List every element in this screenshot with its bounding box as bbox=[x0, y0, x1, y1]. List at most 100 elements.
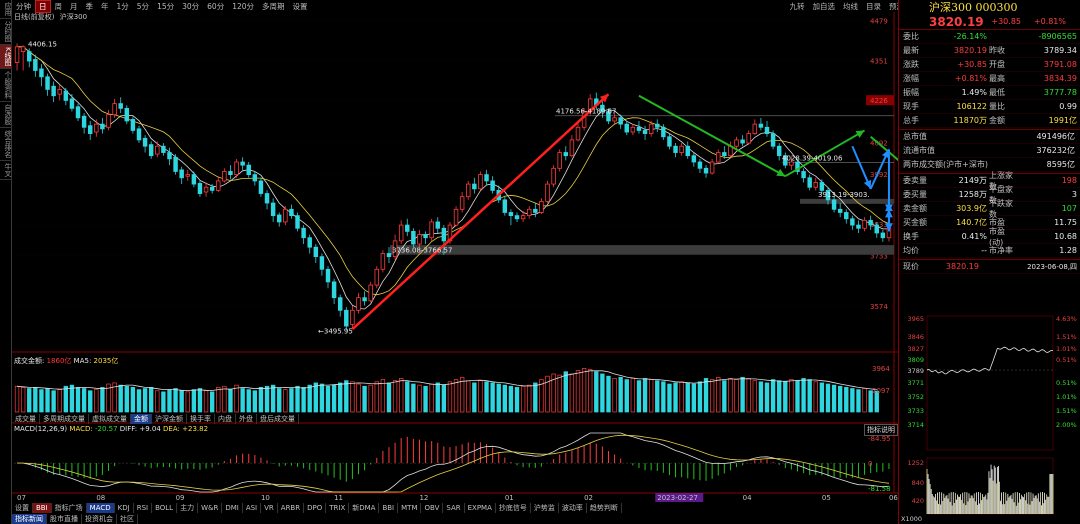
sidebar-tab-4[interactable]: 自选股 bbox=[0, 102, 12, 128]
volume-tab-7[interactable]: 外盘 bbox=[236, 414, 257, 424]
toolbar-right-4[interactable]: 预测 bbox=[889, 1, 904, 11]
volume-bar bbox=[161, 391, 166, 413]
intraday-mini-chart[interactable]: 3965 3846 3827 3809 3789 3771 3752 3733 3714 1252… bbox=[899, 310, 1080, 524]
candle bbox=[758, 123, 764, 128]
indicator-tab-7[interactable]: 主力 bbox=[177, 503, 199, 513]
volume-bar bbox=[594, 371, 599, 413]
candle bbox=[575, 126, 581, 141]
indicator-tab-9[interactable]: DMI bbox=[222, 503, 243, 513]
volume-bar bbox=[697, 381, 703, 413]
indicator-tab-5[interactable]: RSI bbox=[134, 503, 153, 513]
indicator-tab-3[interactable]: MACD bbox=[86, 503, 115, 513]
status-tab-3[interactable]: 社区 bbox=[117, 514, 138, 524]
period-tab-8[interactable]: 15分 bbox=[157, 1, 175, 11]
time-highlight bbox=[655, 493, 704, 502]
indicator-tab-23[interactable]: 波动率 bbox=[559, 503, 587, 513]
indicator-tab-15[interactable]: 新DMA bbox=[349, 503, 380, 513]
period-tab-3[interactable]: 月 bbox=[70, 1, 78, 11]
market-row-2-value: 8595亿 bbox=[1046, 160, 1075, 169]
period-tab-1[interactable]: 日 bbox=[35, 0, 51, 13]
sidebar-tab-3[interactable]: 个股资料 bbox=[0, 69, 12, 102]
volume-tab-2[interactable]: 虚拟成交量 bbox=[89, 414, 131, 424]
candle bbox=[545, 183, 550, 202]
period-tab-4[interactable]: 季 bbox=[85, 1, 94, 11]
volume-tab-6[interactable]: 内盘 bbox=[215, 414, 236, 424]
mini-right-axis-label: 1.01% bbox=[1056, 345, 1077, 353]
volume-tab-8[interactable]: 盘后成交量 bbox=[257, 414, 299, 424]
mini-left-axis-label: 3733 bbox=[907, 407, 924, 415]
indicator-tab-21[interactable]: 抄底信号 bbox=[496, 503, 531, 513]
volume-tab-5[interactable]: 换手率 bbox=[187, 414, 215, 424]
volume-tab-0[interactable]: 成交量 bbox=[12, 414, 40, 424]
indicator-tab-2[interactable]: 指标广场 bbox=[52, 503, 87, 513]
indicator-tab-0[interactable]: 设置 bbox=[12, 503, 33, 513]
indicator-tab-19[interactable]: SAR bbox=[443, 503, 465, 513]
sidebar-tab-0[interactable]: 应用 bbox=[0, 0, 12, 19]
indicator-tab-10[interactable]: ASI bbox=[243, 503, 262, 513]
quote-row-5-label2: 量比 bbox=[989, 102, 1005, 111]
volume-bar bbox=[874, 390, 879, 413]
sidebar-tab-1[interactable]: 分时图 bbox=[0, 19, 12, 45]
mini-right-axis-label: 1.51% bbox=[1056, 333, 1077, 341]
volume-tab-4[interactable]: 沪深金额 bbox=[152, 414, 187, 424]
indicator-tab-17[interactable]: MTM bbox=[398, 503, 422, 513]
indicator-tab-4[interactable]: KDJ bbox=[115, 503, 134, 513]
volume-bar bbox=[167, 389, 172, 413]
mini-left-axis-label: 1252 bbox=[907, 459, 924, 467]
period-tab-2[interactable]: 周 bbox=[54, 1, 63, 11]
volume-bar bbox=[441, 384, 447, 413]
volume-tab-3[interactable]: 金额 bbox=[131, 414, 152, 424]
candle bbox=[612, 117, 617, 122]
candle bbox=[557, 152, 562, 169]
period-tab-0[interactable]: 分钟 bbox=[16, 1, 31, 11]
indicator-tab-12[interactable]: ARBR bbox=[278, 503, 305, 513]
toolbar-right-1[interactable]: 加自选 bbox=[812, 1, 836, 11]
indicator-tab-6[interactable]: BOLL bbox=[152, 503, 178, 513]
volume-bar bbox=[807, 379, 812, 413]
indicator-tab-20[interactable]: EXPMA bbox=[465, 503, 496, 513]
period-tab-9[interactable]: 30分 bbox=[182, 1, 200, 11]
quote-row-1: 最新 3820.19 昨收 3789.34 bbox=[899, 44, 1080, 58]
candle bbox=[874, 224, 879, 234]
candle bbox=[45, 76, 50, 90]
indicator-tab-13[interactable]: DPO bbox=[304, 503, 327, 513]
toolbar-right-3[interactable]: 目录 bbox=[866, 1, 881, 11]
period-tab-6[interactable]: 1分 bbox=[116, 1, 129, 11]
period-tab-13[interactable]: 设置 bbox=[292, 1, 308, 11]
status-tab-2[interactable]: 投资机会 bbox=[82, 514, 117, 524]
candle bbox=[514, 215, 520, 220]
kline-chart[interactable]: 447943514226409239923833373335744406.15←… bbox=[0, 0, 898, 524]
volume-bar bbox=[783, 381, 788, 413]
indicator-tab-24[interactable]: 趋势判断 bbox=[587, 503, 622, 513]
indicator-help-button[interactable]: 指标说明 bbox=[864, 424, 898, 436]
status-tab-1[interactable]: 股市直播 bbox=[47, 514, 82, 524]
status-tab-0[interactable]: 指标新闻 bbox=[12, 514, 47, 524]
sidebar-tab-5[interactable]: 综合排名 bbox=[0, 128, 12, 161]
candle bbox=[722, 152, 727, 157]
indicator-tab-8[interactable]: W&R bbox=[198, 503, 223, 513]
mini-right-axis-label: 1.51% bbox=[1056, 407, 1077, 415]
period-tab-5[interactable]: 年 bbox=[101, 1, 109, 11]
indicator-tab-16[interactable]: BBI bbox=[379, 503, 399, 513]
indicator-tab-18[interactable]: OBV bbox=[421, 503, 444, 513]
volume-bar bbox=[94, 389, 99, 413]
sidebar-tab-6[interactable]: 牛叉 bbox=[0, 161, 12, 180]
ma10-line bbox=[17, 46, 890, 296]
indicator-tab-14[interactable]: TRIX bbox=[326, 503, 350, 513]
candle bbox=[289, 208, 294, 217]
period-tab-12[interactable]: 多周期 bbox=[262, 1, 285, 11]
candle bbox=[185, 174, 190, 177]
indicator-tab-11[interactable]: VR bbox=[261, 503, 278, 513]
quote-row-6-value: 11870万 bbox=[953, 116, 987, 125]
candle bbox=[563, 152, 569, 157]
indicator-tab-1[interactable]: BBI bbox=[33, 503, 52, 513]
period-tab-7[interactable]: 5分 bbox=[136, 1, 150, 11]
mini-right-axis-label: 1.01% bbox=[1056, 393, 1077, 401]
toolbar-right-0[interactable]: 九转 bbox=[789, 1, 805, 11]
toolbar-right-2[interactable]: 均线 bbox=[843, 1, 858, 11]
volume-tab-1[interactable]: 多周期成交量 bbox=[40, 414, 89, 424]
period-tab-11[interactable]: 120分 bbox=[232, 1, 255, 11]
period-tab-10[interactable]: 60分 bbox=[207, 1, 225, 11]
indicator-tab-22[interactable]: 沪势监 bbox=[531, 503, 559, 513]
sidebar-tab-2[interactable]: K线图 bbox=[0, 45, 12, 69]
